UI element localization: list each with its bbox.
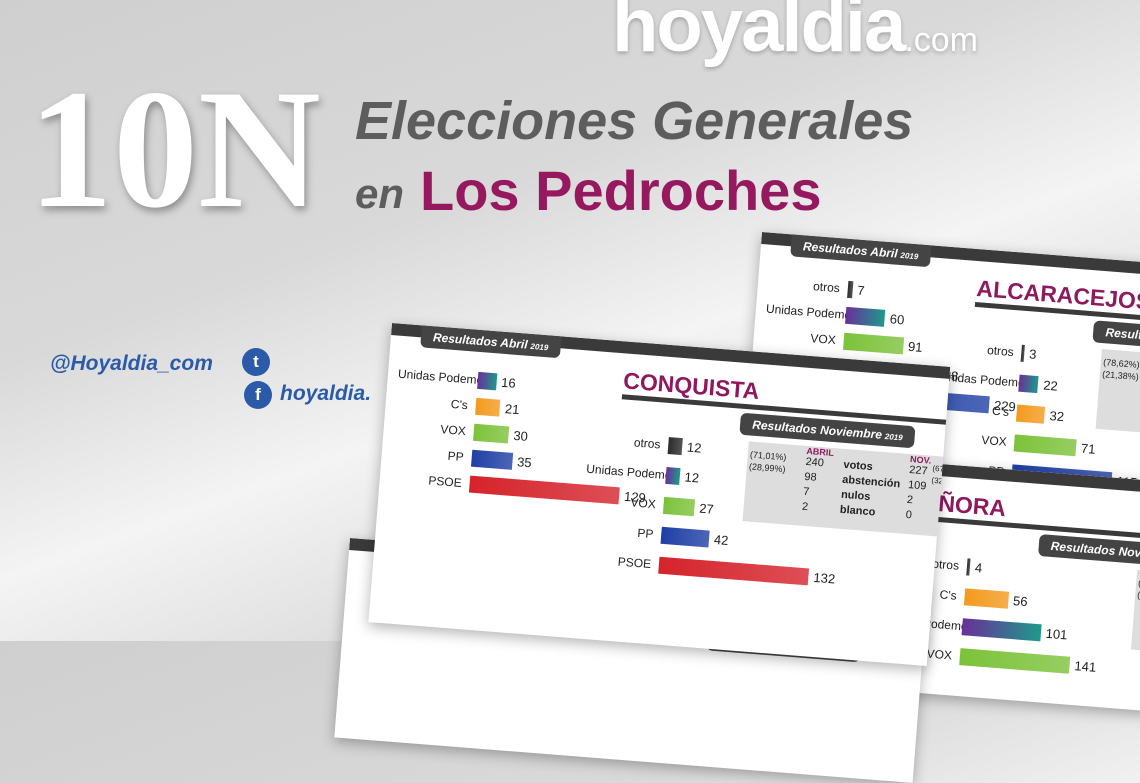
nov-value: 227 [908,464,929,478]
row-label: abstención [841,473,901,491]
abril-percent: (71,01%) [749,449,787,463]
value-label: 16 [500,374,517,391]
party-label: otros [812,279,841,296]
bar [663,496,695,517]
april-header-label: Resultados Abril [432,330,529,352]
bar [1021,344,1025,362]
value-label: 56 [1012,593,1029,610]
row-label: votos [842,458,874,474]
bar [1016,404,1046,424]
party-label: Unidas Podemos [939,369,1032,391]
bar [843,332,904,355]
party-label: PSOE [427,473,463,490]
party-label: Unidas Podemos [765,301,858,323]
bar [660,526,710,548]
value-label: 60 [889,311,905,328]
brand-name: hoyaldia [612,0,906,68]
bar [667,437,683,456]
value-label: 32 [1049,408,1065,425]
value-label: 3 [1028,346,1038,362]
abril-percent: (21,38%) [1101,369,1140,382]
row-label: nulos [840,488,871,504]
party-label: Unidas Podemos [397,366,490,388]
bar [475,397,501,417]
town-title: AÑORA [920,488,1140,543]
headline-line1: Elecciones Generales [355,91,914,151]
bar [470,449,513,470]
page: hoyaldia.com 10N Elecciones Generales en… [0,0,1140,675]
bar [473,423,510,444]
value-label: 91 [907,338,924,355]
abril-value: 240 [805,455,825,470]
headline-prefix: en [355,170,405,217]
abril-value: 2 [801,500,809,514]
brand-suffix: .com [904,21,978,59]
value-label: 30 [512,427,529,444]
bar [963,588,1009,609]
party-label: C's [450,396,469,413]
summary-table: ABRIL (71,01%) (28,99%) 240 98 7 2 votos abstenc… [742,441,951,538]
party-label: otros [633,435,662,452]
november-header-label: Resultados Noviembre [1050,538,1140,564]
nov-value: 2 [906,493,914,507]
bar [477,371,497,391]
facebook-icon[interactable]: f [244,381,272,409]
bar [966,558,971,576]
value-label: 27 [698,500,715,517]
facebook-handle[interactable]: hoyaldia. [280,382,372,405]
april-header-label: Resultados Abril [802,239,899,261]
party-label: otros [986,343,1015,360]
party-label: VOX [980,432,1008,449]
abril-percent: (78,62%) [1102,357,1140,371]
bar [1018,374,1039,394]
party-label: Unidas Podemos [585,461,679,483]
value-label: 7 [856,282,866,299]
value-label: 132 [812,569,836,587]
nov-value: 0 [905,508,913,522]
value-label: 4 [974,560,983,576]
bar [959,648,1071,674]
headline-place: Los Pedroches [420,159,822,222]
party-label: PSOE [617,554,652,572]
value-label: 21 [504,401,521,418]
twitter-icon[interactable]: t [242,348,270,376]
summary-table: ABRIL(78,62%)(21,38%)9892692112votosabst… [1095,349,1140,446]
value-label: 71 [1080,440,1096,457]
value-label: 35 [516,454,533,471]
party-label: PP [636,525,654,542]
value-label: 22 [1042,377,1059,394]
value-label: 42 [713,531,729,549]
november-header: Resultados Noviembre [1038,534,1140,569]
april-header-year: 2019 [900,250,919,262]
bar [961,618,1042,642]
party-label: VOX [439,422,467,439]
november-header-label: Resultados Noviembre [751,417,883,442]
nov-value: 109 [907,479,927,493]
abril-value: 7 [802,485,810,499]
bar [1013,434,1077,457]
value-label: 12 [684,469,700,486]
summary-table: ABRIL(87,43%)(12,57%)1.155166284votosabs… [1130,569,1140,666]
value-label: 141 [1073,658,1097,675]
brand: hoyaldia.com [612,0,978,69]
party-label: VOX [809,331,837,348]
bar [847,280,853,299]
april-header-year: 2019 [530,341,549,353]
bar [665,466,681,486]
november-header-label: Resultados Noviembre [1105,325,1140,349]
twitter-handle[interactable]: @Hoyaldia_com [50,352,213,375]
bar [845,306,886,327]
value-label: 101 [1045,625,1068,643]
value-label: 12 [686,439,703,456]
headline-code: 10N [28,55,321,243]
result-card: CONQUISTA Resultados Abril 2019 Unidas Pode… [368,323,951,667]
abril-value: 98 [803,470,818,484]
row-label: blanco [839,503,876,519]
abril-percent: (28,99%) [748,461,786,475]
november-header-year: 2019 [884,432,903,443]
party-label: PP [447,448,465,465]
bar [658,556,810,586]
